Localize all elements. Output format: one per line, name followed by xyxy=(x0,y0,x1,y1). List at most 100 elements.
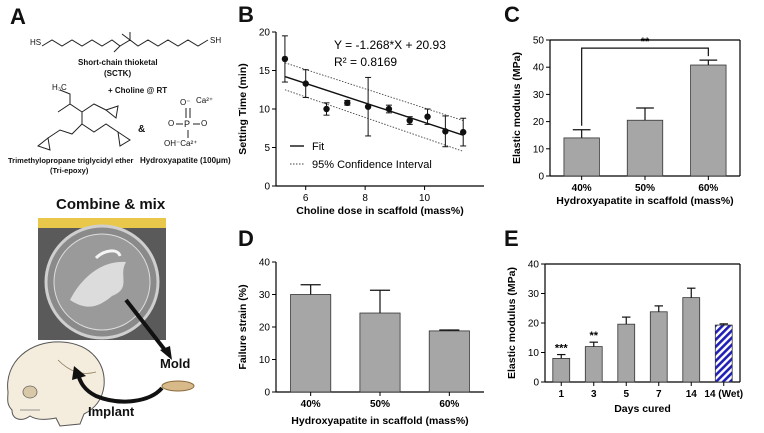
panel-e-xtick-label: 3 xyxy=(591,389,597,400)
panel-b-data-point xyxy=(323,105,330,113)
panel-b-data-point xyxy=(281,55,289,63)
panel-d-bar xyxy=(290,294,332,393)
ampersand: & xyxy=(138,124,146,135)
panel-b-fit-line xyxy=(284,75,464,136)
sctk-abbr: (SCTK) xyxy=(104,69,132,78)
panel-d-xtick-label: 60% xyxy=(439,399,459,410)
panel-e-xtick-label: 1 xyxy=(558,389,564,400)
panel-b-legend-fit: Fit xyxy=(312,141,324,153)
panel-d-ytick-label: 20 xyxy=(259,323,271,334)
panel-c-bar xyxy=(626,119,664,177)
panel-c-significance-label: ** xyxy=(641,36,650,48)
choline-label: + Choline @ RT xyxy=(108,86,168,95)
panel-e-significance: ** xyxy=(589,330,598,342)
panel-d-ytick-label: 10 xyxy=(259,355,271,366)
panel-e-ytick-label: 20 xyxy=(528,319,540,330)
panel-c-xtick-label: 60% xyxy=(698,183,718,194)
panel-e-ytick-label: 0 xyxy=(533,378,539,389)
mold-label: Mold xyxy=(160,356,191,371)
panel-b-ytick-label: 10 xyxy=(259,105,271,116)
panel-b-xtick-label: 8 xyxy=(362,193,368,204)
panel-e-bar xyxy=(682,297,701,383)
panel-c-letter: C xyxy=(504,2,520,27)
panel-e-bar xyxy=(714,324,733,383)
combine-label: Combine & mix xyxy=(56,196,166,213)
panel-c-ytick-label: 20 xyxy=(533,117,545,128)
panel-b-data-point xyxy=(364,103,372,110)
panel-b-r-squared: R² = 0.8169 xyxy=(334,55,397,69)
panel-d-xlabel: Hydroxyapatite in scaffold (mass%) xyxy=(291,415,468,427)
panel-b-ci-upper xyxy=(284,62,464,121)
panel-b-legend-ci: 95% Confidence Interval xyxy=(312,159,432,171)
panel-e-xlabel: Days cured xyxy=(614,403,671,415)
panel-b-ytick-label: 0 xyxy=(264,182,270,193)
panel-e-xtick-label: 7 xyxy=(656,389,662,400)
implant-label: Implant xyxy=(88,404,135,419)
panel-b-xtick-label: 6 xyxy=(303,193,309,204)
sctk-name: Short-chain thioketal xyxy=(78,58,158,67)
panel-c-ylabel: Elastic modulus (MPa) xyxy=(511,52,523,164)
panel-d-ytick-label: 40 xyxy=(259,258,271,269)
panel-b-letter: B xyxy=(238,2,254,27)
ha-p: P xyxy=(184,119,191,129)
panel-d-ylabel: Failure strain (%) xyxy=(237,284,249,369)
panel-b-data-point xyxy=(442,128,449,135)
panel-c-xtick-label: 50% xyxy=(635,183,655,194)
panel-b-ci-lower xyxy=(284,89,464,152)
panel-e-bar xyxy=(649,311,668,383)
panel-d-xtick-label: 40% xyxy=(301,399,321,410)
triepoxy-name: Trimethylopropane triglycidyl ether xyxy=(8,156,134,165)
panel-e-bar xyxy=(552,357,571,383)
panel-b-ytick-label: 15 xyxy=(259,66,271,77)
panel-e-xtick-label: 5 xyxy=(623,389,629,400)
panel-e-ylabel: Elastic modulus (MPa) xyxy=(506,267,518,379)
panel-c-ytick-label: 10 xyxy=(533,144,545,155)
panel-e-ytick-label: 40 xyxy=(528,260,540,271)
ha-o-right: O xyxy=(201,119,208,128)
panel-c-ytick-label: 0 xyxy=(538,172,544,183)
panel-b-ytick-label: 5 xyxy=(264,143,270,154)
panel-c-bar xyxy=(690,64,727,177)
panel-b-ytick-label: 20 xyxy=(259,28,271,39)
sctk-hs-label: HS xyxy=(30,38,42,47)
panel-c-ytick-label: 30 xyxy=(533,90,545,101)
panel-a-letter: A xyxy=(10,4,26,29)
ha-bottom: OH⁻Ca²⁺ xyxy=(164,139,198,148)
panel-d-letter: D xyxy=(238,226,254,251)
panel-d-ytick-label: 0 xyxy=(264,388,270,399)
panel-d-bar xyxy=(359,312,401,393)
panel-c-xlabel: Hydroxyapatite in scaffold (mass%) xyxy=(556,195,733,207)
triepoxy-ch3: H₃C xyxy=(52,83,67,92)
panel-b-data-point xyxy=(460,128,467,136)
panel-b-xtick-label: 10 xyxy=(419,193,431,204)
sctk-sh-label: SH xyxy=(210,36,222,45)
panel-e-letter: E xyxy=(504,226,519,251)
panel-b-data-point xyxy=(406,117,413,124)
panel-c-xtick-label: 40% xyxy=(572,183,592,194)
triepoxy-abbr: (Tri-epoxy) xyxy=(50,166,89,175)
panel-e-xtick-label: 14 (Wet) xyxy=(704,389,743,400)
panel-b-data-point xyxy=(302,80,309,87)
panel-b-equation: Y = -1.268*X + 20.93 xyxy=(334,38,446,52)
panel-b-data-point xyxy=(385,105,393,113)
ha-o-left: O xyxy=(168,119,175,128)
panel-c-ytick-label: 50 xyxy=(533,36,545,47)
panel-e-bar xyxy=(584,346,603,383)
panel-c-significance-bracket xyxy=(581,47,709,126)
panel-d-xtick-label: 50% xyxy=(370,399,390,410)
panel-b-xlabel: Choline dose in scaffold (mass%) xyxy=(296,205,463,217)
panel-c-bar xyxy=(563,137,600,177)
ha-ca-top: Ca²⁺ xyxy=(196,96,214,105)
panel-e-ytick-label: 10 xyxy=(528,348,540,359)
panel-e-xtick-label: 14 xyxy=(686,389,698,400)
panel-b-data-point xyxy=(344,99,351,107)
panel-e-bar xyxy=(617,323,636,383)
panel-d-ytick-label: 30 xyxy=(259,290,271,301)
panel-b-data-point xyxy=(424,113,431,120)
panel-c-ytick-label: 40 xyxy=(533,63,545,74)
ha-name: Hydroxyapatite (100μm) xyxy=(140,156,231,165)
panel-d-bar xyxy=(428,330,470,393)
panel-e-ytick-label: 30 xyxy=(528,289,540,300)
panel-b-ylabel: Setting Time (min) xyxy=(237,63,249,154)
